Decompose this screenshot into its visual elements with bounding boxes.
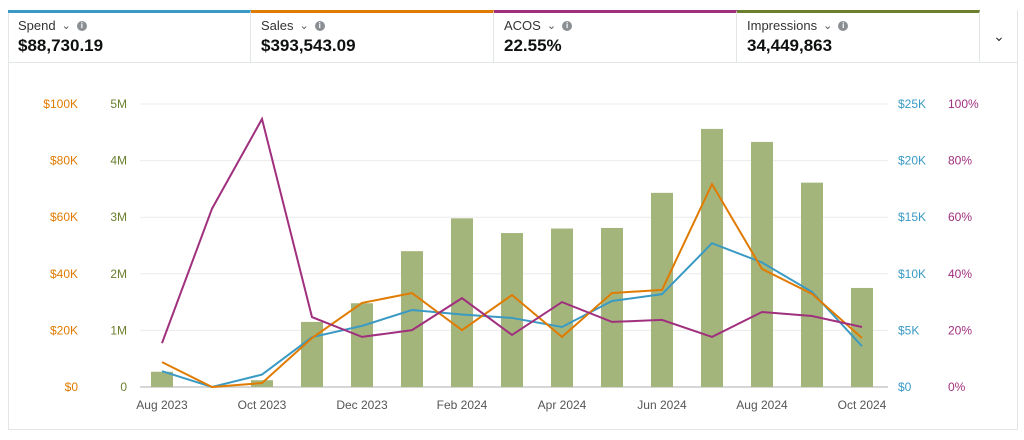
tick-label-spend: $5K xyxy=(898,323,919,337)
chart-card xyxy=(8,10,1018,430)
info-icon[interactable]: i xyxy=(562,20,573,31)
x-tick-label: Apr 2024 xyxy=(538,398,587,412)
tick-label-impressions: 2M xyxy=(110,267,127,281)
x-tick-label: Oct 2024 xyxy=(838,398,887,412)
chevron-down-icon[interactable]: ⌄ xyxy=(299,20,309,32)
chevron-down-icon[interactable]: ⌄ xyxy=(61,20,71,32)
metric-tile-spend[interactable]: Spend ⌄ i $88,730.19 xyxy=(8,10,251,63)
bar-impressions xyxy=(601,227,623,387)
x-tick-label: Oct 2023 xyxy=(238,398,287,412)
tick-label-acos: 60% xyxy=(948,210,972,224)
metric-label: Impressions xyxy=(747,18,818,33)
tick-label-sales: $20K xyxy=(50,323,78,337)
bar-impressions xyxy=(151,371,173,387)
tick-label-acos: 0% xyxy=(948,380,966,394)
metric-tile-sales[interactable]: Sales ⌄ i $393,543.09 xyxy=(251,10,494,63)
bar-impressions xyxy=(301,321,323,387)
bar-impressions xyxy=(801,182,823,387)
line-sales xyxy=(161,181,863,389)
tick-label-spend: $0 xyxy=(898,380,912,394)
tick-label-acos: 100% xyxy=(948,97,979,111)
tick-label-spend: $15K xyxy=(898,210,926,224)
metric-value: $88,730.19 xyxy=(18,36,104,55)
tick-label-impressions: 1M xyxy=(110,323,127,337)
tick-label-sales: $100K xyxy=(43,97,78,111)
metric-label: ACOS xyxy=(504,18,541,33)
metric-label: Spend xyxy=(18,18,56,33)
metric-value: 34,449,863 xyxy=(747,36,833,55)
line-spend xyxy=(161,242,863,389)
tick-label-sales: $40K xyxy=(50,267,78,281)
info-icon[interactable]: i xyxy=(314,20,325,31)
tick-label-impressions: 5M xyxy=(110,97,127,111)
info-icon[interactable]: i xyxy=(76,20,87,31)
metric-value: 22.55% xyxy=(504,36,562,55)
metric-tile-acos[interactable]: ACOS ⌄ i 22.55% xyxy=(494,10,737,63)
tick-label-sales: $0 xyxy=(65,380,79,394)
bar-impressions xyxy=(701,128,723,388)
x-tick-label: Aug 2023 xyxy=(136,398,188,412)
tick-label-impressions: 0 xyxy=(120,380,127,394)
metric-tiles: Spend ⌄ i $88,730.19 Sales ⌄ i $393,543.09 ACOS ⌄… xyxy=(8,10,1018,63)
tick-label-sales: $80K xyxy=(50,154,78,168)
tick-label-sales: $60K xyxy=(50,210,78,224)
bar-impressions xyxy=(751,141,773,387)
tick-label-impressions: 3M xyxy=(110,210,127,224)
tick-label-spend: $25K xyxy=(898,97,926,111)
x-tick-label: Aug 2024 xyxy=(736,398,788,412)
bar-impressions xyxy=(401,251,423,387)
x-tick-label: Feb 2024 xyxy=(437,398,488,412)
metric-value: $393,543.09 xyxy=(261,36,356,55)
line-acos xyxy=(161,116,863,344)
info-icon[interactable]: i xyxy=(838,20,849,31)
tick-label-spend: $20K xyxy=(898,154,926,168)
chevron-down-icon[interactable]: ⌄ xyxy=(823,20,833,32)
x-tick-label: Dec 2023 xyxy=(336,398,388,412)
bar-impressions xyxy=(501,233,523,387)
tick-label-impressions: 4M xyxy=(110,154,127,168)
bar-impressions xyxy=(551,228,573,387)
bar-impressions xyxy=(351,303,373,387)
expand-chevron-down-icon[interactable]: ⌄ xyxy=(980,10,1018,63)
bar-impressions xyxy=(451,218,473,387)
x-tick-label: Jun 2024 xyxy=(637,398,687,412)
tick-label-acos: 40% xyxy=(948,267,972,281)
chevron-down-icon[interactable]: ⌄ xyxy=(546,20,557,32)
tick-label-acos: 20% xyxy=(948,323,972,337)
metric-label: Sales xyxy=(261,18,294,33)
metric-tile-impressions[interactable]: Impressions ⌄ i 34,449,863 xyxy=(737,10,980,63)
tick-label-acos: 80% xyxy=(948,154,972,168)
tick-label-spend: $10K xyxy=(898,267,926,281)
